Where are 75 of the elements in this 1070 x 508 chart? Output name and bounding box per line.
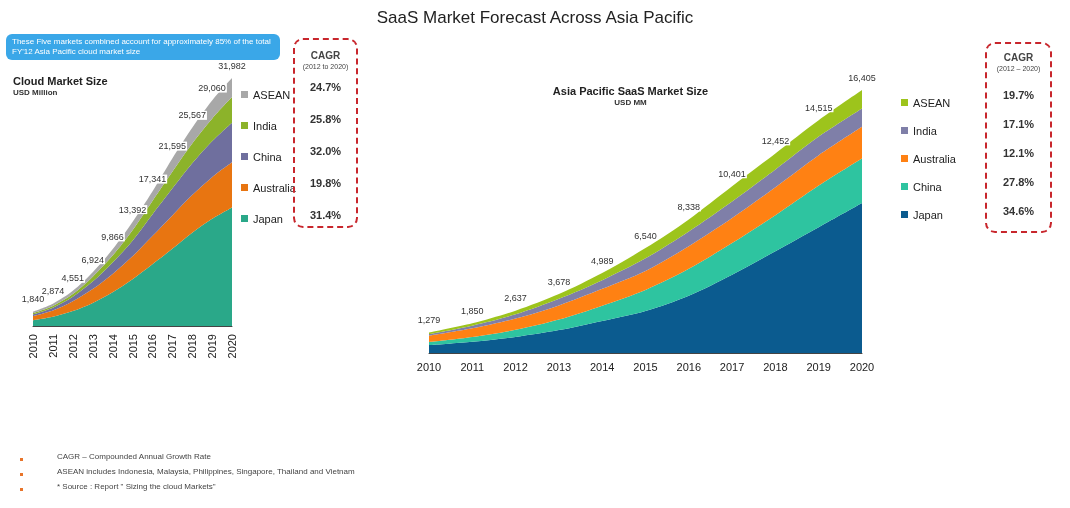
x-tick-label: 2012 <box>66 334 79 359</box>
x-tick-label: 2018 <box>186 334 199 359</box>
annotation: 16,405 <box>848 72 876 83</box>
annotation: 31,982 <box>218 60 246 71</box>
annotation: 21,595 <box>158 141 187 152</box>
annotation: 1,850 <box>461 305 484 316</box>
x-tick-label: 2011 <box>46 334 59 358</box>
x-tick-label: 2016 <box>146 334 159 359</box>
x-tick-label: 2010 <box>27 334 39 359</box>
y-axis-title: USD Million <box>13 87 58 97</box>
annotation: 2,874 <box>41 286 65 297</box>
x-tick-label: 2018 <box>763 360 788 373</box>
annotation: 12,452 <box>761 135 790 146</box>
x-tick-label: 2020 <box>849 360 875 373</box>
text: 12.1% <box>1001 147 1036 159</box>
x-tick-label: 2013 <box>546 360 572 373</box>
text: 19.7% <box>1001 89 1036 101</box>
text: 32.0% <box>308 145 343 157</box>
x-tick-label: 2015 <box>126 334 139 359</box>
x-tick-label: 2019 <box>206 334 219 359</box>
text: * Source : Report " Sizing the cloud Markets" <box>57 482 216 491</box>
chart-title: Cloud Market Size <box>13 74 108 87</box>
x-tick-label: 2017 <box>719 360 745 373</box>
annotation: 8,338 <box>677 201 701 212</box>
annotation: 2,637 <box>504 293 527 304</box>
text: 34.6% <box>1001 205 1036 217</box>
legend-label: Australia <box>253 181 297 194</box>
x-tick-label: 2014 <box>106 334 119 359</box>
legend-label: ASEAN <box>913 96 951 109</box>
chart-title: Asia Pacific SaaS Market Size <box>552 84 709 97</box>
annotation: 3,678 <box>547 276 571 287</box>
text: 17.1% <box>1001 118 1036 130</box>
text: SaaS Market Forecast Across Asia Pacific <box>375 8 695 28</box>
text: CAGR – Compounded Annual Growth Rate <box>57 452 211 461</box>
x-tick-label: 2016 <box>676 360 702 373</box>
text: CAGR <box>1002 52 1035 63</box>
legend-label: China <box>913 180 943 193</box>
annotation: 6,540 <box>634 230 657 241</box>
x-tick-label: 2013 <box>86 334 99 359</box>
annotation: 13,392 <box>118 204 147 215</box>
x-tick-label: 2020 <box>226 334 238 359</box>
legend-label: ASEAN <box>253 88 291 101</box>
annotation: 4,989 <box>590 255 614 266</box>
text: These Five markets combined account for approximately 85% of the total FY'12 Asia Pacific cloud market size <box>6 34 280 60</box>
annotation: 1,840 <box>21 294 45 305</box>
text: 24.7% <box>308 81 343 93</box>
x-tick-label: 2019 <box>806 360 831 373</box>
legend-label: India <box>253 119 278 132</box>
legend-label: Japan <box>913 208 943 221</box>
x-tick-label: 2010 <box>416 360 442 373</box>
annotation: 1,279 <box>417 314 441 325</box>
annotation: 29,060 <box>198 83 226 94</box>
text: ASEAN includes Indonesia, Malaysia, Philippines, Singapore, Thailand and Vietnam <box>57 467 355 476</box>
x-tick-label: 2012 <box>503 360 528 373</box>
annotation: 10,401 <box>718 168 746 179</box>
annotation: 14,515 <box>804 102 833 113</box>
legend-label: Australia <box>913 152 957 165</box>
annotation: 17,341 <box>138 174 167 185</box>
annotation: 25,567 <box>178 110 206 121</box>
x-tick-label: 2014 <box>589 360 615 373</box>
text: 31.4% <box>308 209 343 221</box>
x-tick-label: 2017 <box>166 334 179 359</box>
text: CAGR <box>309 50 342 61</box>
legend-label: India <box>913 124 938 137</box>
text: 19.8% <box>309 177 342 189</box>
text: 27.8% <box>1001 176 1036 188</box>
x-tick-label: 2011 <box>460 360 485 373</box>
text: 25.8% <box>308 113 343 125</box>
legend-label: Japan <box>253 212 283 225</box>
x-tick-label: 2015 <box>633 360 658 373</box>
annotation: 4,551 <box>61 273 85 284</box>
annotation: 6,924 <box>81 254 104 265</box>
y-axis-title: USD MM <box>614 97 648 107</box>
legend-label: China <box>253 150 283 163</box>
annotation: 9,866 <box>101 231 124 242</box>
